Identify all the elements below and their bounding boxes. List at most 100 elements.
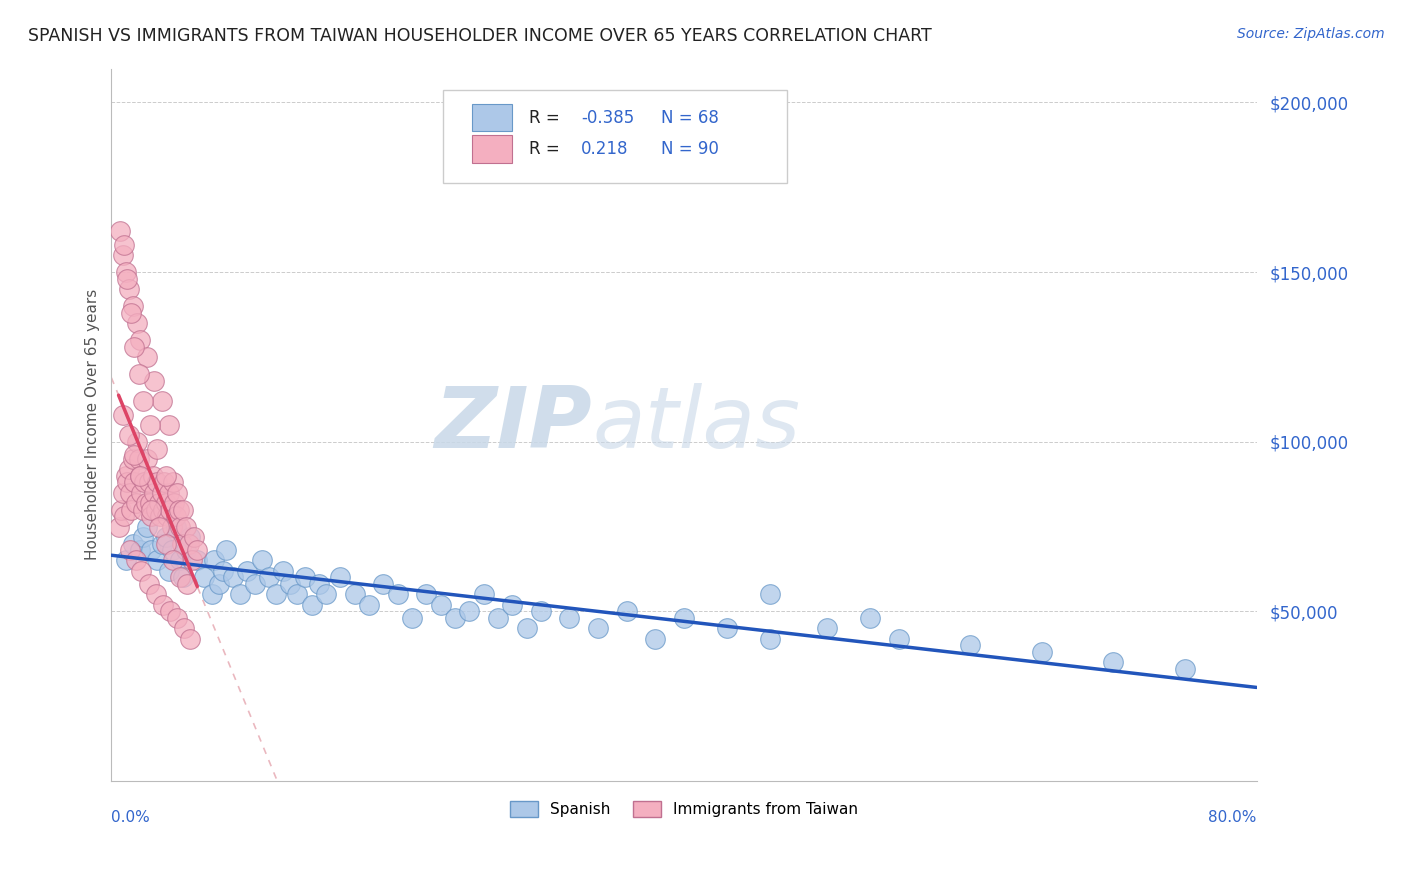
- Point: [501, 598, 523, 612]
- Point: [169, 553, 191, 567]
- FancyBboxPatch shape: [472, 136, 512, 162]
- FancyBboxPatch shape: [443, 90, 787, 183]
- Point: [222, 570, 245, 584]
- Point: [148, 519, 170, 533]
- Point: [165, 509, 187, 524]
- Point: [129, 543, 152, 558]
- Point: [150, 394, 173, 409]
- Text: 0.218: 0.218: [581, 140, 628, 158]
- Point: [229, 587, 252, 601]
- Point: [132, 502, 155, 516]
- Point: [177, 536, 200, 550]
- Point: [135, 496, 157, 510]
- Point: [859, 611, 882, 625]
- Point: [124, 475, 146, 490]
- Point: [401, 611, 423, 625]
- Point: [124, 448, 146, 462]
- Point: [176, 577, 198, 591]
- Point: [166, 611, 188, 625]
- Text: N = 90: N = 90: [661, 140, 718, 158]
- Point: [117, 462, 139, 476]
- Point: [136, 451, 159, 466]
- Point: [145, 502, 167, 516]
- Point: [160, 519, 183, 533]
- Point: [111, 485, 134, 500]
- Text: -0.385: -0.385: [581, 109, 634, 127]
- Point: [174, 519, 197, 533]
- Point: [136, 519, 159, 533]
- Point: [160, 543, 183, 558]
- Point: [236, 564, 259, 578]
- Point: [131, 564, 153, 578]
- Point: [215, 543, 238, 558]
- Point: [155, 468, 177, 483]
- Text: ZIP: ZIP: [434, 384, 592, 467]
- Point: [179, 632, 201, 646]
- Point: [169, 519, 191, 533]
- Point: [145, 587, 167, 601]
- Point: [120, 306, 142, 320]
- Point: [125, 553, 148, 567]
- Point: [139, 496, 162, 510]
- Point: [250, 553, 273, 567]
- Point: [586, 621, 609, 635]
- Point: [127, 316, 149, 330]
- Point: [134, 475, 156, 490]
- Point: [759, 587, 782, 601]
- Point: [257, 570, 280, 584]
- Point: [472, 587, 495, 601]
- Point: [186, 553, 208, 567]
- Point: [118, 543, 141, 558]
- Point: [122, 451, 145, 466]
- Point: [107, 519, 129, 533]
- Point: [515, 621, 537, 635]
- Point: [115, 272, 138, 286]
- Point: [373, 577, 395, 591]
- Point: [155, 536, 177, 550]
- Legend: Spanish, Immigrants from Taiwan: Spanish, Immigrants from Taiwan: [503, 795, 863, 823]
- Text: N = 68: N = 68: [661, 109, 718, 127]
- Point: [173, 621, 195, 635]
- Point: [301, 598, 323, 612]
- Point: [887, 632, 910, 646]
- Point: [162, 475, 184, 490]
- Point: [111, 248, 134, 262]
- Point: [716, 621, 738, 635]
- Point: [271, 564, 294, 578]
- Point: [149, 509, 172, 524]
- Point: [357, 598, 380, 612]
- Point: [208, 577, 231, 591]
- Point: [146, 475, 169, 490]
- Point: [143, 374, 166, 388]
- Point: [124, 340, 146, 354]
- Point: [146, 442, 169, 456]
- Point: [141, 509, 163, 524]
- Point: [110, 502, 132, 516]
- Y-axis label: Householder Income Over 65 years: Householder Income Over 65 years: [86, 289, 100, 560]
- Point: [132, 530, 155, 544]
- Point: [172, 502, 194, 516]
- Text: R =: R =: [530, 109, 565, 127]
- Point: [156, 509, 179, 524]
- Text: SPANISH VS IMMIGRANTS FROM TAIWAN HOUSEHOLDER INCOME OVER 65 YEARS CORRELATION C: SPANISH VS IMMIGRANTS FROM TAIWAN HOUSEH…: [28, 27, 932, 45]
- Point: [153, 475, 176, 490]
- Point: [458, 604, 481, 618]
- Point: [155, 530, 177, 544]
- FancyBboxPatch shape: [472, 104, 512, 131]
- Point: [308, 577, 330, 591]
- Point: [180, 553, 202, 567]
- Point: [201, 587, 224, 601]
- Point: [415, 587, 437, 601]
- Point: [139, 417, 162, 432]
- Point: [169, 570, 191, 584]
- Point: [117, 428, 139, 442]
- Point: [193, 570, 215, 584]
- Point: [172, 570, 194, 584]
- Point: [143, 502, 166, 516]
- Point: [174, 543, 197, 558]
- Point: [150, 536, 173, 550]
- Point: [152, 502, 174, 516]
- Text: 0.0%: 0.0%: [111, 810, 150, 824]
- Point: [138, 577, 160, 591]
- Point: [148, 496, 170, 510]
